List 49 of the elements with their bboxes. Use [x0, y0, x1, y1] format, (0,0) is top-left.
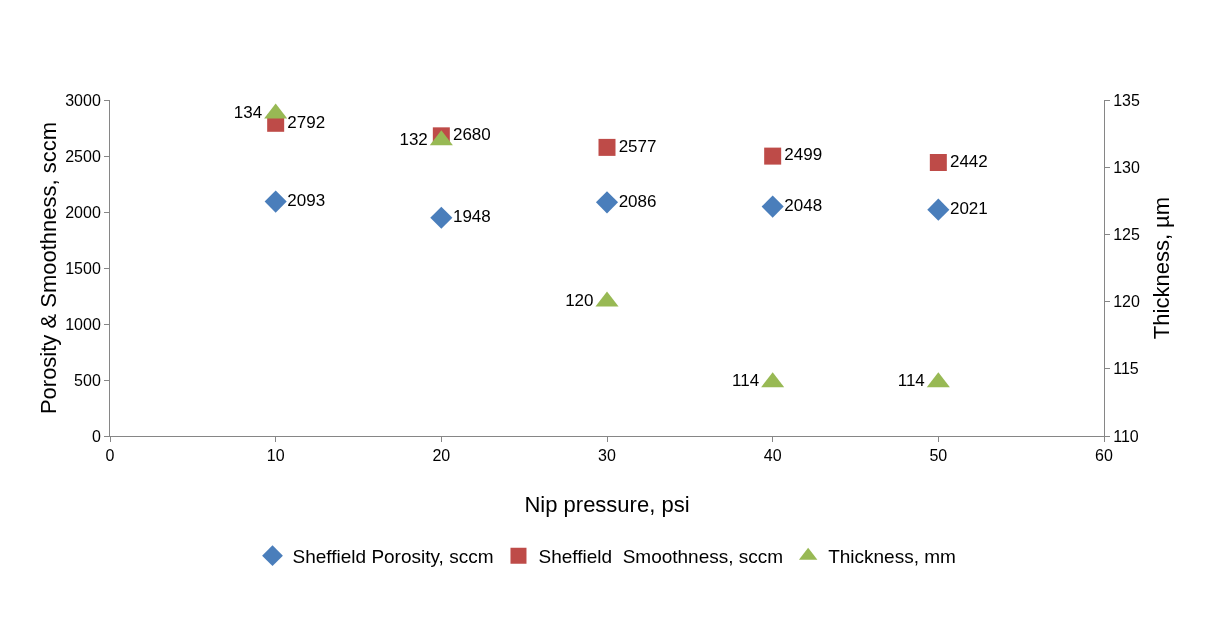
x-tick-label: 40: [763, 447, 782, 465]
data-label: 2093: [287, 190, 326, 210]
data-label: 2680: [452, 125, 491, 145]
x-tick-label: 30: [598, 447, 616, 465]
y2-tick-label: 130: [1113, 158, 1140, 176]
y2-axis-title: Thickness, µm: [1149, 196, 1174, 340]
data-label: 120: [565, 290, 594, 310]
data-label: 2577: [618, 136, 657, 156]
legend-label: Thickness, mm: [828, 546, 956, 568]
y2-tick-label: 125: [1113, 226, 1140, 243]
data-label: 2086: [618, 191, 657, 211]
data-label: 114: [732, 371, 760, 391]
y2-tick-label: 135: [1113, 91, 1140, 109]
y-tick-label: 3000: [65, 91, 101, 109]
data-label: 1948: [452, 207, 491, 227]
legend-label: Sheffield Porosity, sccm: [292, 546, 494, 568]
y-tick-label: 2000: [65, 203, 101, 221]
point: [595, 191, 619, 214]
data-label: 2048: [784, 195, 823, 215]
y-tick-label: 500: [74, 371, 101, 389]
y-tick-label: 2500: [65, 147, 101, 165]
y2-tick-label: 110: [1113, 427, 1139, 445]
legend-label: Sheffield Smoothness, sccm: [538, 546, 784, 568]
data-label: 114: [897, 371, 925, 391]
y-tick-label: 0: [91, 427, 101, 445]
x-tick-label: 0: [105, 447, 115, 465]
y-tick-label: 1000: [65, 315, 101, 333]
point: [430, 206, 453, 229]
point: [764, 147, 782, 165]
point: [264, 190, 287, 213]
y2-tick-label: 120: [1113, 293, 1140, 311]
point: [598, 138, 616, 156]
data-label: 2792: [287, 112, 326, 132]
x-tick-label: 10: [266, 447, 285, 465]
data-label: 2442: [949, 151, 988, 171]
x-tick-label: 20: [432, 447, 451, 465]
point: [929, 154, 947, 171]
y2-tick-label: 115: [1113, 360, 1139, 378]
y-axis-title: Porosity & Smoothness, sccm: [36, 121, 61, 415]
data-label: 132: [399, 129, 428, 149]
data-label: 2021: [949, 198, 988, 218]
y-tick-label: 1500: [65, 259, 101, 277]
point: [761, 195, 784, 218]
data-label: 134: [233, 102, 263, 122]
x-tick-label: 50: [929, 447, 948, 465]
x-axis-title: Nip pressure, psi: [524, 492, 690, 517]
x-tick-label: 60: [1095, 447, 1113, 465]
data-label: 2499: [784, 145, 823, 165]
point: [927, 198, 950, 221]
